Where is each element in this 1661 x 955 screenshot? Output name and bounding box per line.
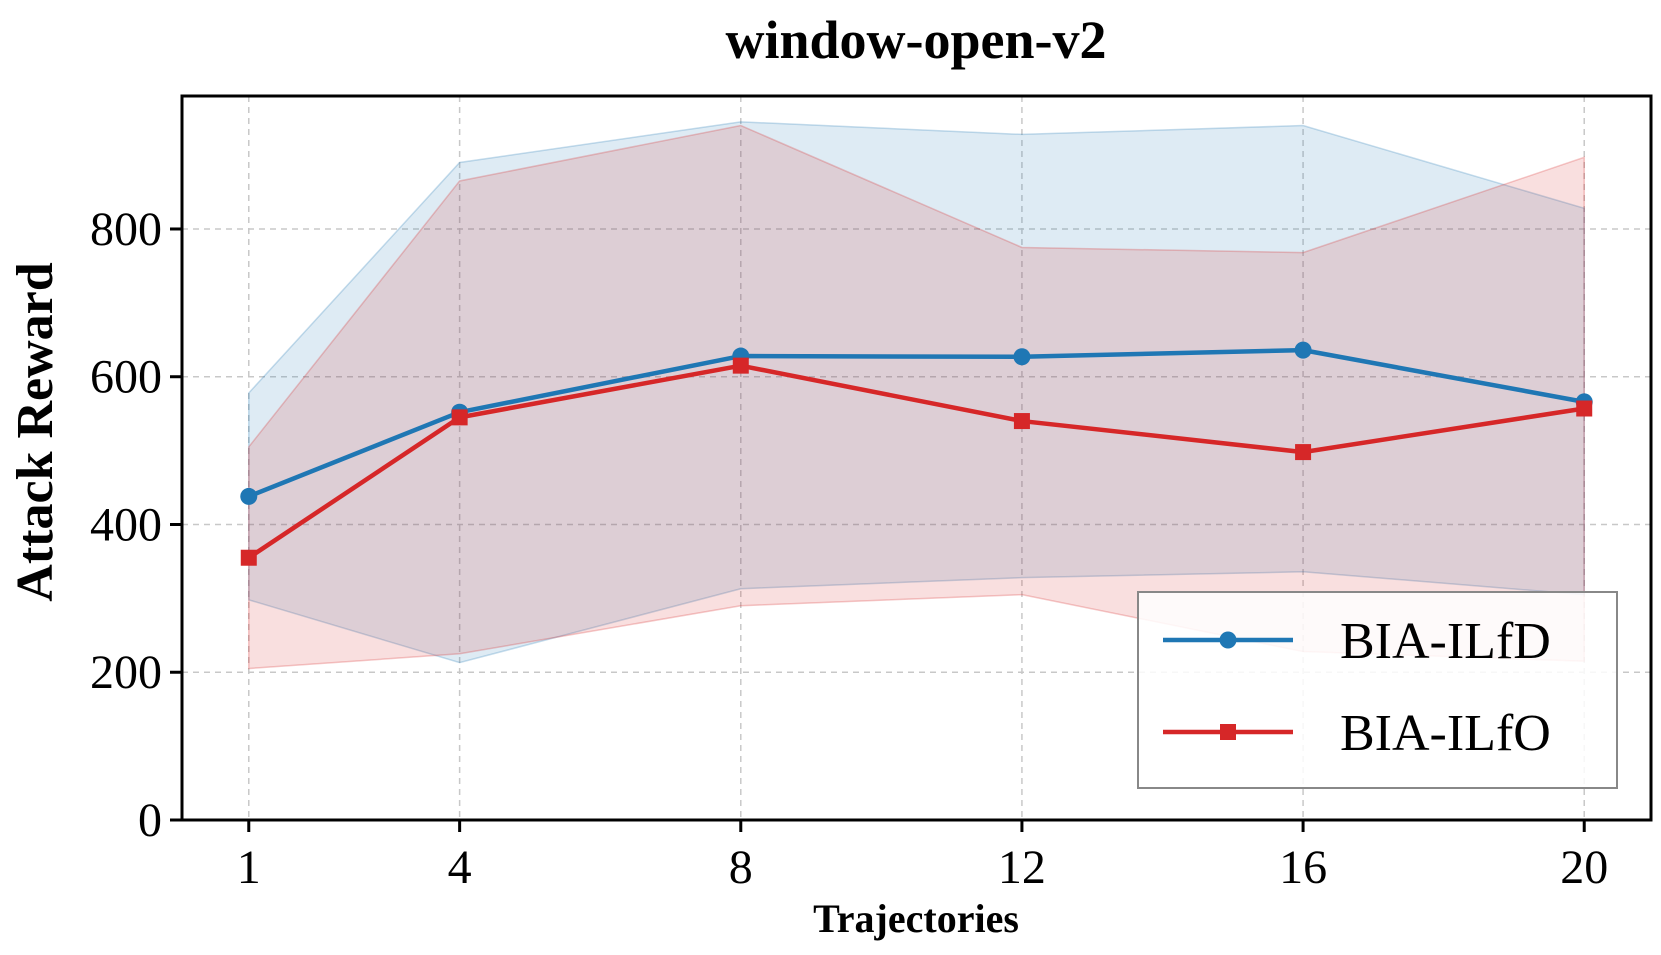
chart-title: window-open-v2	[725, 10, 1106, 70]
data-point-marker	[1576, 400, 1593, 417]
x-tick-label: 16	[1279, 841, 1327, 894]
series-lines	[240, 341, 1593, 566]
y-tick-label: 200	[90, 646, 162, 699]
y-tick-label: 600	[90, 351, 162, 404]
data-point-marker	[1295, 444, 1312, 461]
series-line	[247, 347, 1585, 499]
legend-label: BIA-ILfO	[1340, 705, 1551, 762]
x-tick-label: 20	[1560, 841, 1608, 894]
data-point-marker	[240, 487, 258, 505]
data-point-marker	[732, 357, 749, 374]
legend-label: BIA-ILfD	[1340, 613, 1551, 670]
data-point-marker	[1013, 413, 1030, 430]
y-axis-label: Attack Reward	[7, 262, 64, 601]
legend-box	[1137, 591, 1618, 789]
y-tick-label: 800	[90, 203, 162, 256]
series-line	[247, 363, 1585, 560]
x-tick-label: 1	[237, 841, 261, 894]
data-point-marker	[1013, 348, 1031, 366]
data-point-marker	[1220, 724, 1236, 740]
x-tick-label: 4	[448, 841, 472, 894]
data-point-marker	[451, 409, 468, 426]
data-point-marker	[1294, 341, 1312, 359]
x-axis-label: Trajectories	[813, 896, 1019, 941]
x-tick-label: 8	[729, 841, 753, 894]
confidence-bands	[248, 121, 1585, 670]
legend: BIA-ILfD BIA-ILfO	[1137, 591, 1618, 789]
y-tick-label: 0	[138, 794, 162, 847]
plot-frame	[180, 94, 1653, 822]
y-tick-label: 400	[90, 498, 162, 551]
data-point-marker	[240, 549, 257, 566]
x-tick-label: 12	[998, 841, 1046, 894]
data-point-marker	[1219, 631, 1237, 649]
